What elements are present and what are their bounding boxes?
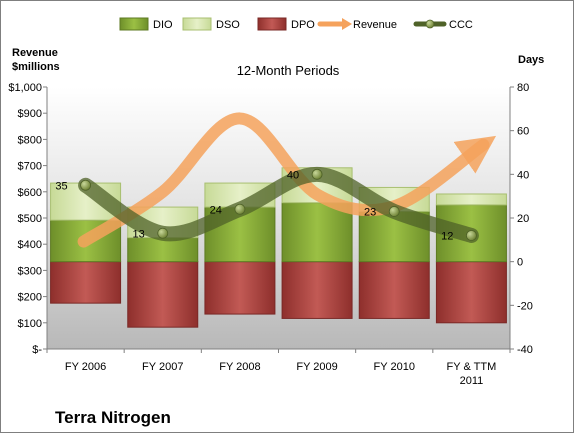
axes-group xyxy=(43,86,514,353)
ccc-data-label: 35 xyxy=(55,180,67,192)
chart-title: 12-Month Periods xyxy=(237,63,340,78)
legend-label-ccc: CCC xyxy=(449,19,473,31)
left-tick-label: $600 xyxy=(18,187,42,199)
legend-swatch-ccc-marker xyxy=(425,19,435,29)
right-axis-label: Days xyxy=(518,54,544,66)
ccc-point xyxy=(80,179,91,191)
ccc-point xyxy=(311,168,323,180)
right-tick-label: 40 xyxy=(517,169,529,181)
right-tick-label: 20 xyxy=(517,213,529,225)
right-tick-label: 80 xyxy=(517,82,529,94)
ccc-data-label: 40 xyxy=(287,169,299,181)
revenue-line xyxy=(77,112,497,248)
right-tick-label: 60 xyxy=(517,126,529,138)
right-tick-label: 0 xyxy=(517,257,523,269)
ccc-data-label: 23 xyxy=(364,206,376,218)
ccc-data-label: 12 xyxy=(441,230,453,242)
ccc-point xyxy=(388,206,400,217)
bar-dpo xyxy=(358,261,430,319)
bar-dso xyxy=(435,193,507,206)
category-label: FY 2006 xyxy=(65,361,106,373)
bar-dpo xyxy=(127,261,199,328)
bar-dpo xyxy=(435,261,507,324)
labels-group: 35 13 24 40 23 12 $- $100 $200 $300 $400 $500 $600 $7… xyxy=(8,82,533,387)
right-tick-label: -40 xyxy=(517,344,533,356)
legend-swatch-dio xyxy=(119,17,149,31)
left-tick-label: $800 xyxy=(18,134,42,146)
legend-swatch-dpo xyxy=(257,17,287,31)
left-tick-label: $400 xyxy=(18,239,42,251)
left-tick-label: $- xyxy=(32,344,42,356)
ccc-point xyxy=(466,230,477,241)
legend-label-dpo: DPO xyxy=(291,19,315,31)
left-axis-label-line2: $millions xyxy=(12,61,60,73)
left-axis-label-line1: Revenue xyxy=(12,47,58,59)
legend-swatch-revenue-arrow xyxy=(342,18,352,30)
category-label: FY 2007 xyxy=(142,361,183,373)
category-label: FY 2008 xyxy=(219,361,260,373)
bar-dpo xyxy=(50,261,122,304)
left-tick-label: $300 xyxy=(18,265,42,277)
bar-dpo xyxy=(281,261,353,319)
category-label: FY 2009 xyxy=(296,361,337,373)
category-label: FY 2010 xyxy=(374,361,415,373)
left-tick-label: $100 xyxy=(18,318,42,330)
legend-label-dso: DSO xyxy=(216,19,240,31)
bar-dpo xyxy=(204,261,276,315)
bars-group xyxy=(50,167,507,328)
left-tick-label: $1,000 xyxy=(8,82,42,94)
left-tick-label: $900 xyxy=(18,108,42,120)
left-tick-label: $200 xyxy=(18,292,42,304)
bar-dio xyxy=(127,237,199,263)
ccc-data-label: 24 xyxy=(210,204,222,216)
category-label: FY & TTM 2011 xyxy=(447,361,497,387)
legend-label-dio: DIO xyxy=(153,19,173,31)
legend: DIO DSO DPO Revenue CCC xyxy=(119,17,473,31)
legend-label-revenue: Revenue xyxy=(353,19,397,31)
legend-swatch-dso xyxy=(182,17,212,31)
right-tick-label: -20 xyxy=(517,300,533,312)
ccc-point xyxy=(157,227,169,239)
lines-group xyxy=(77,112,497,248)
ccc-data-label: 13 xyxy=(133,228,145,240)
left-tick-label: $700 xyxy=(18,161,42,173)
bar-dio xyxy=(281,202,353,263)
company-name: Terra Nitrogen xyxy=(55,408,171,427)
ccc-point xyxy=(234,203,246,215)
left-tick-label: $500 xyxy=(18,213,42,225)
